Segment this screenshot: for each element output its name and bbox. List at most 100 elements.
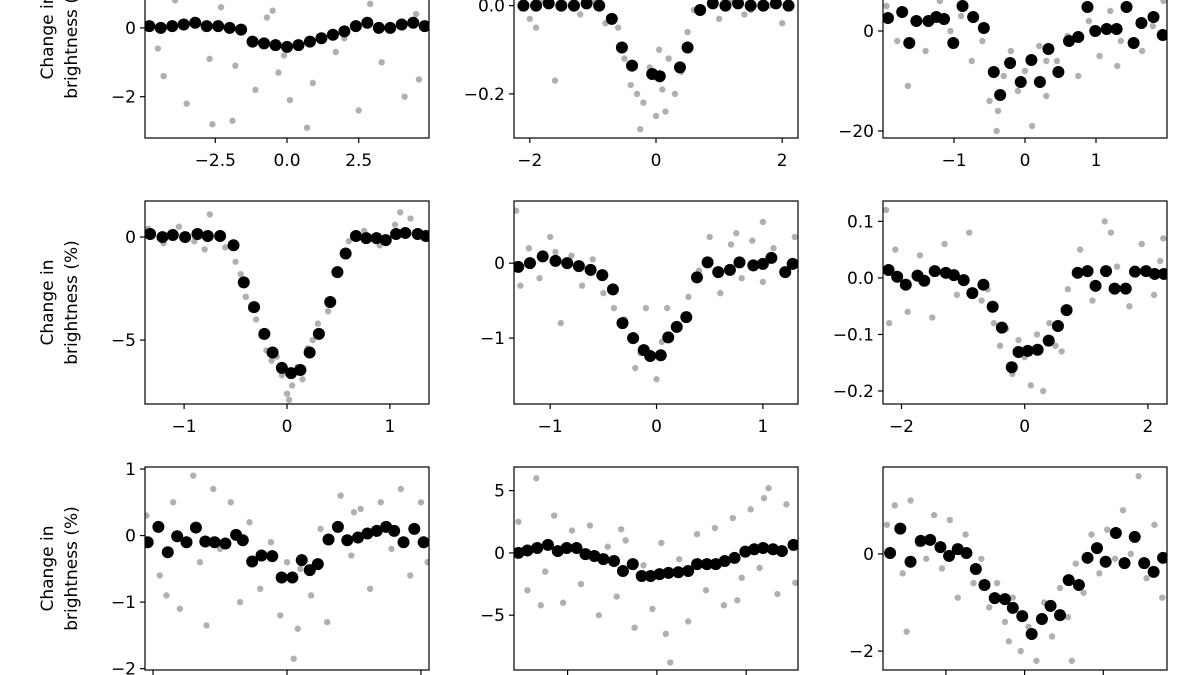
raw-point bbox=[524, 587, 531, 594]
raw-point bbox=[894, 37, 901, 45]
raw-point bbox=[237, 270, 244, 278]
binned-point bbox=[1054, 609, 1067, 622]
binned-point bbox=[744, 0, 757, 12]
binned-point bbox=[223, 21, 236, 34]
raw-point bbox=[715, 15, 723, 23]
raw-point bbox=[577, 580, 585, 588]
raw-point bbox=[962, 531, 969, 538]
binned-point bbox=[1148, 267, 1161, 280]
raw-point bbox=[610, 304, 618, 312]
raw-point bbox=[760, 494, 768, 502]
binned-point bbox=[988, 592, 1001, 605]
panel: −2 0 2 −0.2 −0.1 0.0 0.1 bbox=[833, 200, 1168, 437]
raw-point bbox=[617, 526, 625, 533]
binned-point bbox=[1100, 265, 1113, 278]
y-tick-label: 1 bbox=[125, 460, 136, 480]
binned-point bbox=[765, 251, 778, 264]
binned-point bbox=[1071, 266, 1084, 279]
raw-point bbox=[232, 258, 239, 265]
binned-point bbox=[177, 18, 190, 31]
x-tick-label: 0 bbox=[1020, 151, 1031, 171]
binned-point bbox=[395, 18, 408, 31]
binned-point bbox=[156, 231, 169, 244]
binned-point bbox=[670, 320, 683, 333]
raw-point bbox=[267, 539, 275, 546]
binned-point bbox=[166, 20, 179, 33]
raw-point bbox=[268, 357, 275, 364]
binned-point bbox=[1157, 267, 1167, 280]
raw-point bbox=[747, 506, 754, 513]
binned-point bbox=[995, 321, 1008, 334]
raw-point bbox=[557, 319, 565, 327]
raw-point bbox=[614, 24, 622, 31]
binned-point bbox=[312, 327, 325, 340]
y-axis-label: brightness (%) bbox=[62, 240, 82, 365]
raw-point bbox=[1028, 122, 1036, 130]
y-tick-label: 0 bbox=[125, 19, 136, 39]
binned-point bbox=[258, 37, 271, 50]
binned-point bbox=[1108, 282, 1121, 295]
raw-point bbox=[946, 516, 954, 524]
panel: −2.5 0.0 2.5 −2 0 Change in brightness (%) bbox=[38, 0, 430, 171]
raw-point bbox=[929, 314, 936, 321]
raw-point bbox=[290, 655, 297, 662]
raw-point bbox=[941, 240, 948, 248]
raw-point bbox=[156, 572, 163, 579]
raw-point bbox=[568, 252, 575, 259]
binned-point bbox=[379, 234, 392, 247]
raw-point bbox=[990, 319, 998, 327]
binned-point bbox=[191, 227, 204, 240]
y-tick-label: −0.2 bbox=[464, 85, 505, 105]
binned-point bbox=[555, 0, 568, 12]
raw-point bbox=[759, 218, 767, 226]
raw-point bbox=[1046, 319, 1053, 327]
binned-point bbox=[1005, 361, 1018, 374]
raw-point bbox=[891, 502, 899, 509]
raw-point bbox=[209, 121, 216, 128]
binned-point bbox=[924, 533, 937, 546]
binned-point bbox=[154, 21, 167, 34]
raw-point bbox=[401, 93, 408, 100]
raw-point bbox=[1021, 67, 1029, 75]
plot-area bbox=[514, 475, 798, 666]
binned-point bbox=[352, 531, 364, 544]
raw-point bbox=[190, 472, 197, 479]
panel: −1 0 1 −5 0 Change in brightness (%) bbox=[38, 200, 430, 437]
binned-point bbox=[152, 520, 165, 533]
raw-point bbox=[885, 319, 893, 327]
raw-point bbox=[1135, 473, 1142, 480]
binned-point bbox=[145, 536, 154, 549]
raw-point bbox=[299, 376, 306, 383]
raw-point bbox=[263, 14, 271, 21]
binned-point bbox=[960, 546, 973, 559]
raw-point bbox=[288, 382, 296, 389]
raw-point bbox=[589, 256, 596, 263]
binned-point bbox=[549, 254, 562, 267]
raw-point bbox=[1101, 218, 1108, 225]
raw-point bbox=[252, 316, 260, 323]
binned-point bbox=[567, 0, 580, 12]
raw-point bbox=[649, 605, 656, 613]
raw-point bbox=[232, 62, 239, 69]
binned-point bbox=[903, 37, 916, 49]
raw-point bbox=[727, 241, 735, 248]
y-tick-label: 0.0 bbox=[847, 269, 874, 289]
raw-point bbox=[1075, 72, 1082, 80]
binned-point bbox=[1128, 265, 1141, 278]
binned-point bbox=[967, 11, 980, 23]
raw-point bbox=[257, 585, 264, 592]
raw-point bbox=[676, 555, 683, 563]
binned-point bbox=[579, 548, 592, 561]
binned-point bbox=[1060, 304, 1073, 317]
binned-point bbox=[662, 331, 675, 344]
binned-point bbox=[1072, 31, 1085, 43]
raw-point bbox=[1033, 657, 1040, 664]
binned-point bbox=[408, 522, 421, 535]
binned-point bbox=[733, 256, 746, 269]
raw-point bbox=[907, 497, 914, 504]
raw-point bbox=[1117, 37, 1125, 45]
raw-point bbox=[756, 564, 763, 572]
raw-point bbox=[1056, 584, 1064, 592]
axes-frame bbox=[882, 200, 1168, 405]
